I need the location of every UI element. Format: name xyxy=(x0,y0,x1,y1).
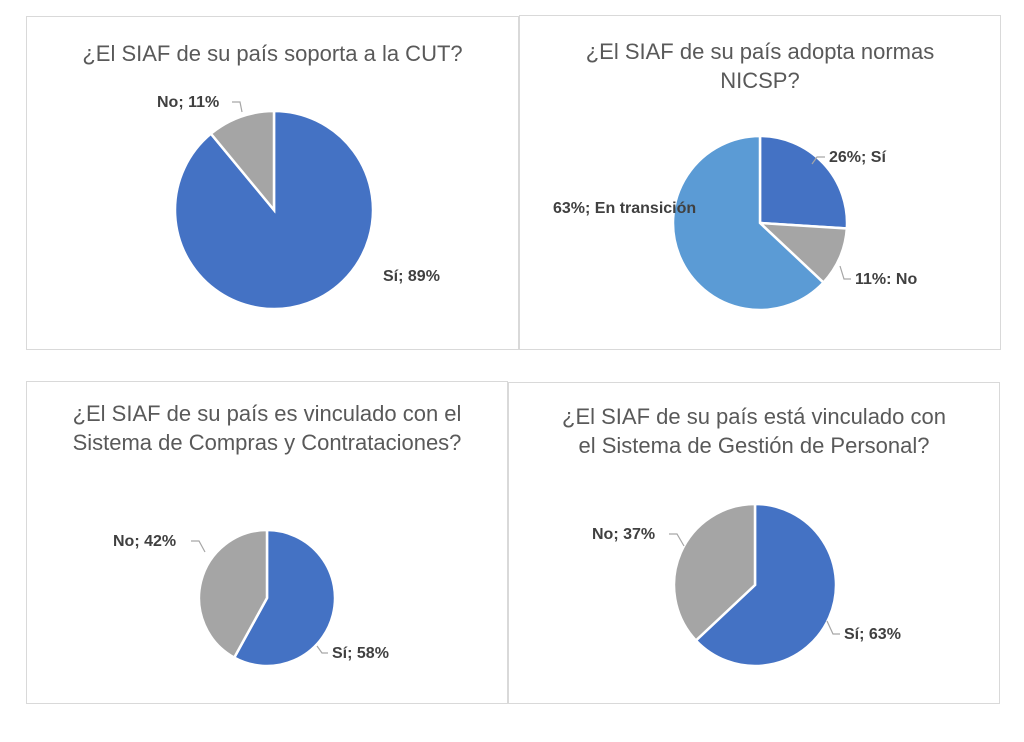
chart-title: ¿El SIAF de su país adopta normas NICSP? xyxy=(585,39,935,93)
pie-slice-3 xyxy=(671,134,826,312)
leader-line xyxy=(811,156,825,165)
chart-panel-cut: ¿El SIAF de su país soporta a la CUT? Sí… xyxy=(26,16,519,350)
pie-slice-1 xyxy=(758,134,849,230)
chart-panel-personal: ¿El SIAF de su país está vinculado con e… xyxy=(508,382,1000,704)
pie-chart-cut: Sí; 89% No; 11% xyxy=(157,94,440,311)
chart-panel-compras: ¿El SIAF de su país es vinculado con el … xyxy=(26,381,508,704)
pie-chart-compras: Sí; 58% No; 42% xyxy=(113,528,389,668)
pie-slice-2 xyxy=(672,502,757,643)
leader-line xyxy=(316,645,328,654)
data-label: 63%; En transición xyxy=(553,200,696,217)
chart-title: ¿El SIAF de su país soporta a la CUT? xyxy=(82,41,463,66)
pie-slice-2 xyxy=(209,109,276,214)
chart-panel-nicsp: ¿El SIAF de su país adopta normas NICSP?… xyxy=(519,15,1001,350)
leader-line xyxy=(191,540,206,553)
chart-title: ¿El SIAF de su país es vinculado con el … xyxy=(72,401,462,455)
leader-line xyxy=(826,620,840,635)
data-label: Sí; 58% xyxy=(332,645,389,662)
pie-chart-personal: Sí; 63% No; 37% xyxy=(592,502,901,668)
chart-title: ¿El SIAF de su país está vinculado con e… xyxy=(562,404,946,458)
data-label: No; 11% xyxy=(157,94,219,111)
data-label: 11%: No xyxy=(855,271,917,288)
leader-line xyxy=(669,533,685,547)
data-label: No; 37% xyxy=(592,526,655,543)
data-label: No; 42% xyxy=(113,533,176,550)
leader-line xyxy=(839,265,851,280)
data-label: Sí; 89% xyxy=(383,268,440,285)
pie-slice-2 xyxy=(197,528,269,660)
data-label: 26%; Sí xyxy=(829,149,886,166)
pie-slice-1 xyxy=(694,502,838,668)
leader-line xyxy=(232,101,243,113)
pie-slice-1 xyxy=(232,528,337,668)
pie-chart-nicsp: 26%; Sí 11%: No 63%; En transición xyxy=(553,134,917,312)
data-label: Sí; 63% xyxy=(844,626,901,643)
